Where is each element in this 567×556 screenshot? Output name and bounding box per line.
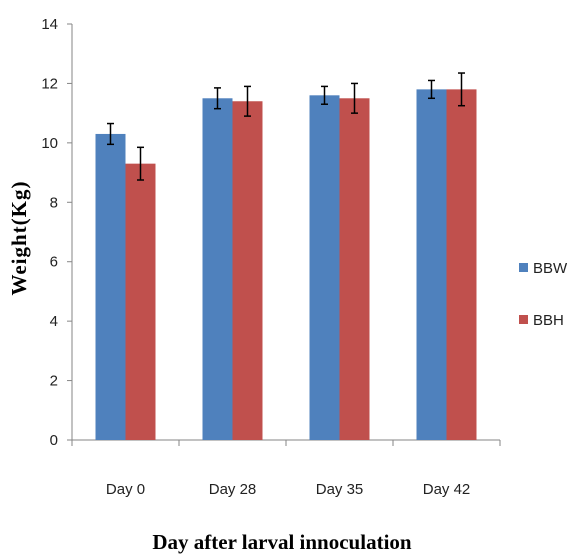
x-tick-label: Day 35 <box>316 481 364 498</box>
x-tick-label: Day 42 <box>423 481 471 498</box>
legend-label-bbw: BBW <box>533 260 567 277</box>
bar-bbh <box>446 89 477 440</box>
bar-bbw <box>95 133 126 440</box>
bar-bbh <box>125 163 156 440</box>
x-tick-label: Day 0 <box>106 481 145 498</box>
y-tick-label: 0 <box>50 432 58 449</box>
x-tick-label: Day 28 <box>209 481 257 498</box>
x-axis-title: Day after larval innoculation <box>152 530 412 554</box>
y-tick-label: 10 <box>41 135 58 152</box>
bar-bbw <box>202 98 233 441</box>
legend-swatch-bbh <box>519 315 528 324</box>
y-tick-label: 14 <box>41 16 58 33</box>
y-tick-label: 6 <box>50 254 58 271</box>
y-tick-label: 12 <box>41 75 58 92</box>
plot-area: 0 2 4 6 8 10 12 14 Day 0 Day 28 Day 35 Day 42 BBW BBH <box>41 16 567 498</box>
bar-bbw <box>416 89 447 440</box>
bar-bbh <box>339 98 370 441</box>
y-axis-title: Weight(Kg) <box>7 181 31 296</box>
bar-bbh <box>232 101 263 440</box>
y-tick-label: 8 <box>50 194 58 211</box>
bar-bbw <box>309 95 340 441</box>
y-tick-label: 4 <box>50 313 58 330</box>
y-tick-label: 2 <box>50 373 58 390</box>
legend-label-bbh: BBH <box>533 312 564 329</box>
legend-swatch-bbw <box>519 263 528 272</box>
